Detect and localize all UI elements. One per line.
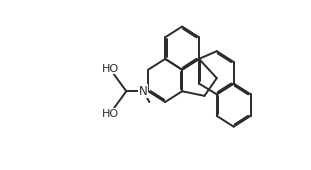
Text: HO: HO: [102, 64, 119, 74]
Text: N: N: [139, 85, 148, 98]
Text: HO: HO: [102, 109, 119, 118]
